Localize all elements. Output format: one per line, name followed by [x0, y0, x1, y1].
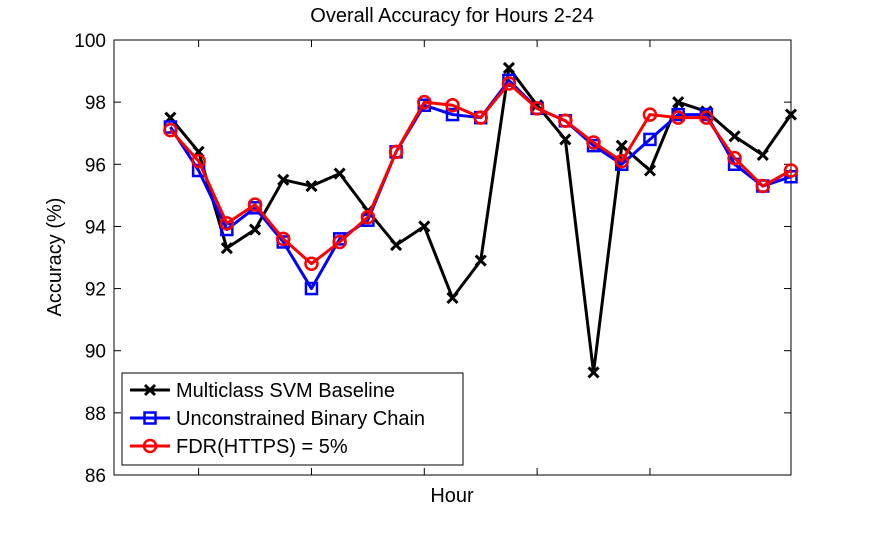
data-point-circle-marker: [445, 98, 460, 113]
legend-label: Unconstrained Binary Chain: [176, 408, 425, 430]
chart-title: Overall Accuracy for Hours 2-24: [310, 5, 593, 27]
y-tick-label: 96: [85, 155, 106, 176]
y-tick-label: 94: [85, 217, 107, 238]
data-point-circle-marker: [332, 234, 347, 250]
data-point-circle-marker: [276, 231, 291, 247]
data-point-circle-marker: [142, 438, 158, 454]
data-point-square-marker: [643, 132, 657, 147]
data-point-x-marker: [277, 173, 290, 186]
data-point-circle-marker: [783, 163, 799, 178]
data-point-x-marker: [672, 96, 685, 109]
data-point-circle-marker: [163, 122, 178, 138]
data-point-x-marker: [559, 133, 572, 146]
data-point-x-marker: [587, 366, 600, 379]
data-point-circle-marker: [191, 153, 206, 169]
y-tick-label: 92: [85, 280, 106, 301]
data-point-x-marker: [728, 130, 741, 143]
data-point-x-marker: [390, 239, 403, 252]
y-axis-label: Accuracy (%): [44, 198, 66, 317]
data-point-x-marker: [615, 139, 628, 152]
data-point-square-marker: [445, 107, 460, 122]
legend-label: Multiclass SVM Baseline: [176, 380, 395, 402]
data-point-x-marker: [502, 61, 515, 75]
data-point-x-marker: [643, 164, 657, 177]
data-point-circle-marker: [219, 216, 235, 231]
data-point-x-marker: [248, 223, 262, 236]
data-point-circle-marker: [755, 178, 771, 194]
data-point-x-marker: [784, 108, 798, 121]
legend-entry: FDR(HTTPS) = 5%: [130, 436, 348, 458]
data-point-square-marker: [304, 281, 319, 296]
data-point-circle-marker: [670, 110, 686, 125]
y-tick-label: 90: [85, 342, 106, 363]
data-point-circle-marker: [699, 110, 714, 125]
data-point-x-marker: [143, 383, 157, 397]
data-point-x-marker: [305, 179, 318, 193]
x-axis-label: Hour: [430, 485, 474, 507]
axis-ticks: 86 88 90 92 94 96 98 100: [74, 31, 791, 487]
data-point-circle-marker: [473, 110, 488, 125]
data-point-circle-marker: [558, 113, 573, 129]
data-point-x-marker: [418, 220, 431, 233]
series-line: [169, 82, 792, 266]
data-point-circle-marker: [642, 107, 658, 122]
data-point-circle-marker: [727, 150, 742, 166]
legend-entry: Unconstrained Binary Chain: [130, 408, 425, 430]
data-point-circle-marker: [529, 101, 545, 116]
data-point-circle-marker: [586, 135, 601, 150]
data-point-x-marker: [756, 148, 769, 162]
data-point-x-marker: [446, 291, 459, 304]
legend-label: FDR(HTTPS) = 5%: [176, 436, 348, 458]
y-tick-label: 100: [74, 31, 106, 52]
series-layer: [163, 61, 799, 379]
data-point-circle-marker: [388, 144, 404, 160]
data-point-circle-marker: [247, 197, 263, 212]
series-circle: [163, 76, 799, 271]
y-tick-label: 86: [85, 466, 106, 487]
data-point-x-marker: [333, 167, 346, 180]
data-point-x-marker: [474, 254, 487, 267]
legend-entry: Multiclass SVM Baseline: [130, 380, 395, 402]
data-point-circle-marker: [304, 256, 319, 271]
legend-box: [121, 372, 464, 466]
data-point-x-marker: [220, 242, 233, 255]
data-point-circle-marker: [360, 209, 376, 225]
y-tick-label: 88: [85, 404, 106, 425]
data-point-circle-marker: [501, 76, 517, 91]
y-tick-label: 98: [85, 93, 106, 114]
legend: Multiclass SVM Baseline Unconstrained Bin…: [121, 372, 464, 466]
data-point-circle-marker: [417, 94, 432, 110]
data-point-circle-marker: [614, 153, 629, 169]
data-point-square-marker: [143, 411, 157, 425]
